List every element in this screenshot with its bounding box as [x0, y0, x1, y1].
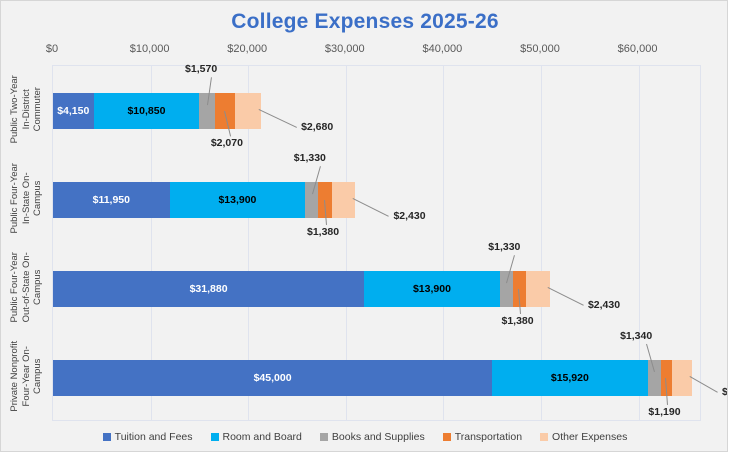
- legend-label: Transportation: [454, 431, 523, 443]
- bar-segment[interactable]: $15,920: [492, 359, 648, 396]
- gridline: [150, 66, 152, 420]
- category-label-text: Public Two-Year In-District Commuter: [8, 75, 43, 144]
- bar-value-callout: $1,380: [501, 314, 534, 327]
- bar-value-callout: $1,330: [488, 240, 521, 253]
- legend-swatch-icon: [102, 433, 111, 441]
- y-axis-category-label-1: Public Four-Year In-State On- Campus: [3, 154, 49, 243]
- bar-value-label: $10,850: [127, 104, 166, 117]
- x-axis-tick-4: $40,000: [422, 43, 463, 55]
- legend-swatch-icon: [442, 433, 451, 441]
- bar-value-label: $11,950: [92, 193, 130, 206]
- bar-segment[interactable]: $45,000: [53, 359, 493, 396]
- legend-label: Room and Board: [222, 431, 302, 443]
- chart-legend: Tuition and Fees Room and Board Books and …: [1, 431, 727, 443]
- bar-segment[interactable]: $11,950: [53, 181, 170, 218]
- bar-value-label: $15,920: [550, 371, 589, 384]
- legend-label: Other Expenses: [552, 431, 628, 443]
- bar-segment[interactable]: $4,150: [53, 92, 94, 129]
- bar-value-callout: $2,680: [301, 120, 334, 133]
- gridline: [248, 66, 250, 420]
- bar-value-callout: $1,570: [185, 62, 218, 75]
- gridline: [638, 66, 640, 420]
- legend-item-0[interactable]: Tuition and Fees: [102, 431, 193, 443]
- bar-segment[interactable]: $31,880: [53, 270, 365, 307]
- x-axis-tick-2: $20,000: [227, 43, 268, 55]
- bar-value-callout: $1,380: [306, 225, 340, 238]
- category-label-text: Public Four-Year In-State On- Campus: [8, 163, 43, 234]
- category-label-text: Private Nonprofit Four-Year On- Campus: [8, 341, 43, 412]
- bar-value-callout: $2,020: [721, 385, 728, 398]
- bar-value-callout: $1,340: [620, 329, 653, 342]
- bar-segment[interactable]: [660, 359, 673, 396]
- x-axis-tick-labels: $0 $10,000 $20,000 $30,000 $40,000 $50,000 $60…: [1, 43, 727, 61]
- legend-item-1[interactable]: Room and Board: [210, 431, 302, 443]
- bar-segment[interactable]: [331, 181, 356, 218]
- bar-segment[interactable]: $13,900: [364, 270, 500, 307]
- legend-item-3[interactable]: Transportation: [442, 431, 523, 443]
- bar-value-callout: $2,070: [210, 136, 243, 149]
- legend-swatch-icon: [319, 433, 328, 441]
- bar-value-label: $13,900: [412, 282, 451, 295]
- legend-swatch-icon: [540, 433, 549, 441]
- legend-item-4[interactable]: Other Expenses: [540, 431, 627, 443]
- x-axis-tick-5: $50,000: [520, 43, 560, 55]
- bar-value-label: $45,000: [253, 371, 292, 384]
- legend-swatch-icon: [210, 433, 219, 441]
- legend-item-2[interactable]: Books and Supplies: [319, 431, 425, 443]
- bar-row: $11,950 $13,900: [53, 181, 700, 218]
- legend-label: Books and Supplies: [331, 431, 425, 443]
- legend-label: Tuition and Fees: [114, 431, 193, 443]
- bar-segment[interactable]: $10,850: [93, 92, 200, 129]
- bar-segment[interactable]: [499, 270, 513, 307]
- bar-segment[interactable]: [305, 181, 319, 218]
- bar-segment[interactable]: [647, 359, 661, 396]
- bar-value-callout: $1,190: [648, 405, 681, 418]
- bar-value-callout: $2,430: [587, 298, 621, 311]
- bar-value-callout: $2,430: [393, 209, 426, 222]
- bar-row: $31,880 $13,900: [53, 270, 700, 307]
- bar-segment[interactable]: $13,900: [169, 181, 306, 218]
- bar-value-label: $13,900: [218, 193, 257, 206]
- gridline: [540, 66, 542, 420]
- gridline: [345, 66, 347, 420]
- bar-segment[interactable]: [672, 359, 692, 396]
- plot-area: $4,150 $10,850 $1,570 $2,070 $2,680 $11,950 $1…: [52, 62, 727, 421]
- bar-segment[interactable]: [234, 92, 262, 129]
- bar-row: $45,000 $15,920: [53, 359, 700, 396]
- gridline: [443, 66, 445, 420]
- x-axis-tick-1: $10,000: [129, 43, 170, 55]
- x-axis-tick-3: $30,000: [324, 43, 365, 55]
- chart-title: College Expenses 2025-26: [231, 10, 499, 33]
- y-axis-category-label-0: Public Two-Year In-District Commuter: [3, 65, 49, 154]
- bar-segment[interactable]: [199, 92, 215, 129]
- category-label-text: Public Four-Year Out-of-State On- Campus: [8, 252, 43, 323]
- y-axis-category-label-3: Private Nonprofit Four-Year On- Campus: [3, 332, 49, 421]
- bar-segment[interactable]: [512, 270, 527, 307]
- y-axis-category-label-2: Public Four-Year Out-of-State On- Campus: [3, 243, 49, 332]
- bar-row: $4,150 $10,850: [53, 92, 700, 129]
- x-axis-tick-0: $0: [45, 43, 59, 55]
- bar-segment[interactable]: [526, 270, 550, 307]
- bar-value-label: $4,150: [57, 104, 90, 117]
- bar-value-callout: $1,330: [293, 151, 326, 164]
- x-axis-tick-6: $60,000: [617, 43, 658, 55]
- bar-value-label: $31,880: [189, 282, 228, 295]
